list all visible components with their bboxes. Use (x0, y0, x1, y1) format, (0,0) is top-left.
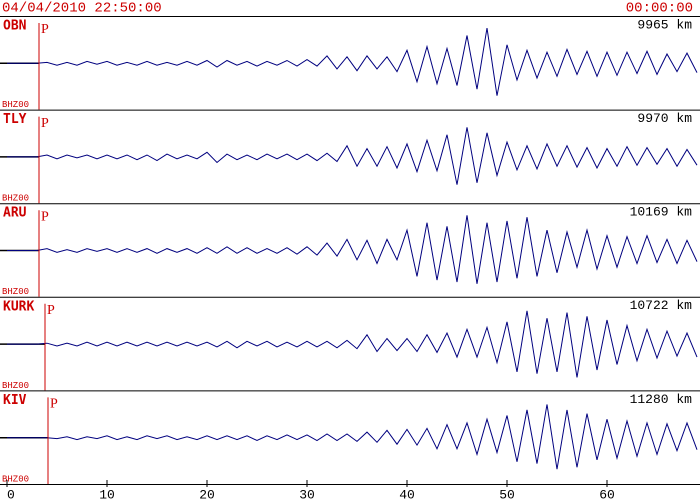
x-tick-label: 40 (399, 487, 415, 501)
waveform (7, 215, 698, 284)
station-name: ARU (3, 206, 27, 221)
distance: 9970 km (637, 111, 692, 126)
waveform (7, 310, 698, 378)
station-name: TLY (3, 112, 27, 127)
waveform (7, 127, 698, 185)
channel: BHZ00 (2, 474, 29, 484)
header-clock: 00:00:00 (626, 1, 693, 17)
phase-label: P (41, 209, 49, 224)
channel: BHZ00 (2, 287, 29, 297)
distance: 10722 km (630, 298, 693, 313)
phase-label: P (41, 116, 49, 131)
channel: BHZ00 (2, 194, 29, 204)
channel: BHZ00 (2, 381, 29, 391)
waveform (7, 404, 698, 470)
x-tick-label: 50 (499, 487, 515, 501)
phase-label: P (41, 22, 49, 37)
distance: 10169 km (630, 205, 693, 220)
x-tick-label: 0 (7, 487, 15, 501)
phase-label: P (50, 397, 58, 412)
distance: 9965 km (637, 17, 692, 32)
station-name: KIV (3, 393, 27, 408)
station-name: KURK (3, 299, 34, 314)
x-tick-label: 10 (99, 487, 115, 501)
station-name: OBN (3, 19, 27, 34)
phase-label: P (47, 303, 55, 318)
x-tick-label: 20 (199, 487, 215, 501)
x-tick-label: 30 (299, 487, 315, 501)
x-tick-label: 60 (599, 487, 615, 501)
distance: 11280 km (630, 392, 693, 407)
channel: BHZ00 (2, 100, 29, 110)
header-datetime: 04/04/2010 22:50:00 (2, 1, 162, 17)
waveform (7, 28, 698, 96)
